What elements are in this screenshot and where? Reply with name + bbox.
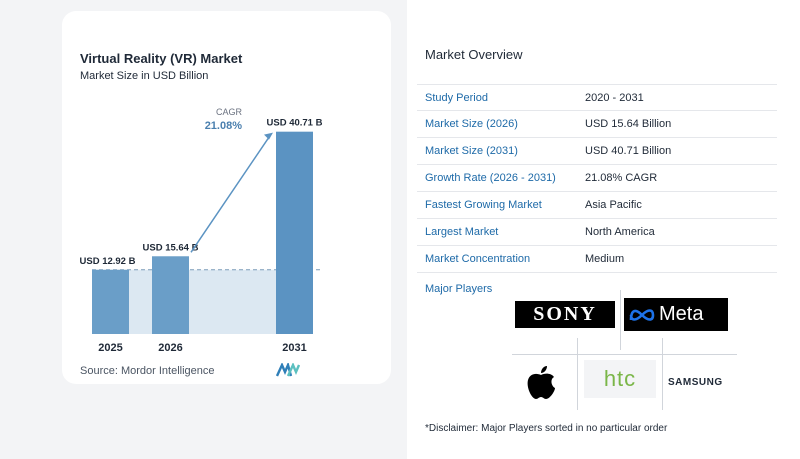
- apple-logo-icon: [527, 366, 555, 399]
- overview-row: Fastest Growing Market Asia Pacific: [417, 192, 777, 219]
- overview-row-label: Fastest Growing Market: [425, 199, 542, 211]
- mordor-logo-icon: [276, 363, 300, 377]
- cagr-label: CAGR: [216, 107, 243, 117]
- overview-table: Study Period 2020 - 2031 Market Size (2026…: [417, 84, 777, 273]
- data-label: USD 15.64 B: [143, 242, 199, 253]
- bar-2026: [152, 256, 189, 334]
- grid-divider: [662, 338, 663, 410]
- meta-wordmark: Meta: [659, 303, 704, 325]
- overview-row-label: Study Period: [425, 91, 488, 104]
- overview-row-value: USD 15.64 Billion: [585, 118, 672, 130]
- overview-row: Market Size (2031) USD 40.71 Billion: [417, 138, 777, 165]
- htc-logo: htc: [584, 360, 656, 398]
- overview-row-label: Market Size (2031): [425, 145, 518, 157]
- overview-row-label: Market Size (2026): [425, 118, 518, 130]
- overview-row-value: North America: [585, 226, 655, 238]
- overview-row-label: Market Concentration: [425, 253, 531, 265]
- bar-2025: [92, 269, 129, 334]
- overview-row: Largest Market North America: [417, 219, 777, 246]
- bar-2031: [276, 131, 313, 334]
- overview-row-label: Largest Market: [425, 226, 499, 238]
- overview-row: Market Concentration Medium: [417, 246, 777, 273]
- samsung-logo: SAMSUNG: [668, 377, 723, 388]
- overview-row-label: Growth Rate (2026 - 2031): [425, 172, 556, 184]
- disclaimer: *Disclaimer: Major Players sorted in no …: [425, 423, 668, 434]
- overview-row-value: 2020 - 2031: [585, 91, 644, 104]
- chart-subtitle: Market Size in USD Billion: [80, 70, 209, 82]
- overview-row: Growth Rate (2026 - 2031) 21.08% CAGR: [417, 165, 777, 192]
- overview-row: Study Period 2020 - 2031: [417, 84, 777, 111]
- major-players-label: Major Players: [425, 283, 493, 295]
- cagr-arrowhead-icon: [264, 132, 273, 140]
- meta-logo: Meta: [624, 298, 728, 331]
- bar-chart: USD 12.92 B 2025 USD 15.64 B 2026 USD 40.71 …: [80, 107, 323, 354]
- overview-panel: Market Overview Study Period 2020 - 2031 M…: [407, 0, 800, 459]
- grid-divider: [512, 354, 737, 355]
- data-label: USD 12.92 B: [80, 256, 136, 267]
- data-label: USD 40.71 B: [267, 118, 323, 129]
- overview-title: Market Overview: [425, 47, 523, 62]
- grid-divider: [577, 338, 578, 410]
- cagr-value: 21.08%: [205, 120, 243, 132]
- x-tick-label: 2031: [282, 342, 306, 354]
- x-tick-label: 2026: [158, 342, 182, 354]
- x-tick-label: 2025: [98, 342, 122, 354]
- meta-infinity-icon: [629, 308, 655, 321]
- chart-card: USD 12.92 B 2025 USD 15.64 B 2026 USD 40.71 …: [62, 11, 391, 384]
- chart-title: Virtual Reality (VR) Market: [80, 51, 243, 66]
- sony-logo: SONY: [515, 301, 615, 328]
- overview-row: Market Size (2026) USD 15.64 Billion: [417, 111, 777, 138]
- overview-row-value: 21.08% CAGR: [585, 172, 658, 184]
- cagr-arrow: [190, 135, 271, 253]
- overview-row-value: Asia Pacific: [585, 199, 642, 211]
- overview-row-value: Medium: [585, 253, 625, 265]
- overview-row-value: USD 40.71 Billion: [585, 145, 672, 157]
- major-players-grid: SONY Meta htc SAMSUNG: [512, 290, 737, 410]
- grid-divider: [620, 290, 621, 350]
- source-note: Source: Mordor Intelligence: [80, 365, 215, 377]
